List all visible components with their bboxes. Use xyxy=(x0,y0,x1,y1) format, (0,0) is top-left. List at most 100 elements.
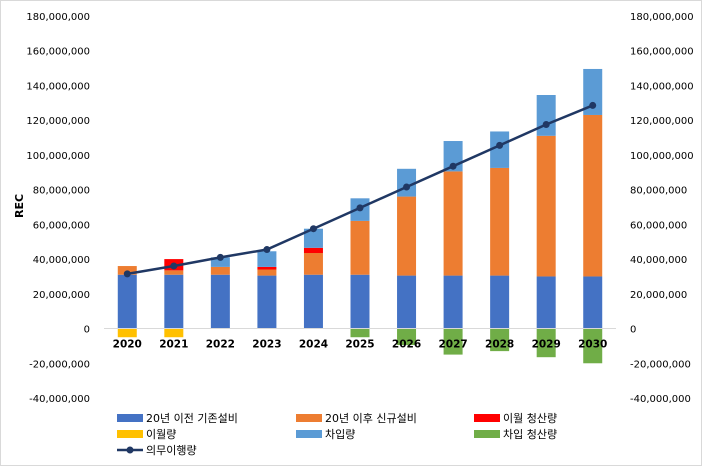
legend-swatch xyxy=(117,414,143,422)
x-tick-label: 2023 xyxy=(252,339,281,351)
y-tick-label-right: 160,000,000 xyxy=(630,47,694,58)
bar-segment xyxy=(583,276,603,329)
obligation-point xyxy=(403,183,411,191)
bar-segment xyxy=(536,276,556,329)
legend-label: 이월량 xyxy=(146,428,176,441)
bar-segment xyxy=(490,328,510,352)
bar-segment xyxy=(350,220,370,275)
bar-segment xyxy=(536,328,556,358)
obligation-point xyxy=(542,121,550,129)
y-tick-label-right: 60,000,000 xyxy=(630,220,687,231)
bar-segment xyxy=(210,266,230,275)
bar-segment xyxy=(350,328,370,338)
y-tick-label-right: -40,000,000 xyxy=(630,394,691,405)
y-tick-label-right: 140,000,000 xyxy=(630,81,694,92)
bar-segment xyxy=(583,328,603,364)
x-tick-label: 2027 xyxy=(438,339,467,351)
bar-segment xyxy=(397,275,417,329)
x-tick-label: 2029 xyxy=(532,339,561,351)
y-tick-label-left: 180,000,000 xyxy=(26,12,90,23)
bar-segment xyxy=(443,275,463,329)
y-tick-label-left: 140,000,000 xyxy=(26,81,90,92)
x-tick-label: 2022 xyxy=(206,339,235,351)
obligation-point xyxy=(309,225,317,233)
y-tick-label-left: 160,000,000 xyxy=(26,47,90,58)
y-tick-label-left: 40,000,000 xyxy=(33,255,90,266)
bar-segment xyxy=(303,247,323,254)
bar-segment xyxy=(583,68,603,115)
bar-segment xyxy=(257,275,277,329)
legend-swatch xyxy=(296,414,322,422)
obligation-point xyxy=(216,253,224,261)
bar-segment xyxy=(443,171,463,276)
y-tick-label-right: 120,000,000 xyxy=(630,116,694,127)
legend-line-marker xyxy=(126,446,134,454)
obligation-line-layer xyxy=(123,101,597,278)
obligation-point xyxy=(589,101,597,109)
y-tick-label-right: 180,000,000 xyxy=(630,12,694,23)
y-tick-label-right: 80,000,000 xyxy=(630,186,687,197)
legend-swatch xyxy=(296,430,322,438)
legend-label: 20년 이후 신규설비 xyxy=(325,412,417,425)
legend-label: 차입 청산량 xyxy=(503,428,557,441)
y-axis-title: REC xyxy=(13,194,26,218)
bar-segment xyxy=(117,274,137,329)
obligation-point xyxy=(449,162,457,170)
legend-label: 차입량 xyxy=(325,428,355,441)
x-tick-label: 2021 xyxy=(159,339,188,351)
y-tick-label-left: -40,000,000 xyxy=(29,394,90,405)
obligation-point xyxy=(170,262,178,270)
y-tick-label-left: 20,000,000 xyxy=(33,290,90,301)
y-tick-label-left: 80,000,000 xyxy=(33,186,90,197)
y-tick-label-left: 60,000,000 xyxy=(33,220,90,231)
bar-segment xyxy=(443,328,463,355)
legend-swatch xyxy=(474,430,500,438)
bar-segment xyxy=(210,274,230,329)
bar-segment xyxy=(397,328,417,346)
bar-segment xyxy=(303,274,323,329)
x-tick-label: 2025 xyxy=(345,339,374,351)
x-tick-label: 2030 xyxy=(578,339,607,351)
bar-segment xyxy=(490,131,510,168)
y-tick-label-right: 100,000,000 xyxy=(630,151,694,162)
legend-label: 20년 이전 기존설비 xyxy=(146,412,238,425)
y-tick-label-left: -20,000,000 xyxy=(29,359,90,370)
y-axis-left: 180,000,000 160,000,000 140,000,000 120,000… xyxy=(26,12,90,405)
legend-swatch xyxy=(117,430,143,438)
bar-segment xyxy=(583,114,603,277)
bar-segment xyxy=(164,274,184,329)
bar-segment xyxy=(117,328,137,338)
obligation-point xyxy=(356,204,364,212)
y-tick-label-right: -20,000,000 xyxy=(630,359,691,370)
legend-swatch xyxy=(474,414,500,422)
bar-segment xyxy=(257,266,277,270)
bar-segment xyxy=(164,328,184,338)
legend-label: 의무이행량 xyxy=(146,444,197,457)
legend-label: 이월 청산량 xyxy=(503,412,557,425)
bar-segment xyxy=(164,270,184,275)
y-tick-label-right: 20,000,000 xyxy=(630,290,687,301)
x-axis: 2020 2021 2022 2023 2024 2025 2026 2027 2028 2029… xyxy=(113,339,608,351)
bar-segment xyxy=(536,95,556,136)
y-tick-label-left: 100,000,000 xyxy=(26,151,90,162)
bar-segment xyxy=(397,196,417,276)
obligation-point xyxy=(496,141,504,149)
bar-segment xyxy=(490,167,510,276)
x-tick-label: 2026 xyxy=(392,339,421,351)
bar-segment xyxy=(303,228,323,248)
x-tick-label: 2020 xyxy=(113,339,142,351)
y-tick-label-left: 120,000,000 xyxy=(26,116,90,127)
bar-segment xyxy=(536,135,556,277)
bar-segment xyxy=(303,253,323,275)
y-tick-label-right: 0 xyxy=(630,325,636,336)
y-tick-label-left: 0 xyxy=(84,325,90,336)
bar-segment xyxy=(257,251,277,267)
bar-segment xyxy=(350,274,370,329)
bar-segment xyxy=(210,257,230,267)
y-tick-label-right: 40,000,000 xyxy=(630,255,687,266)
bar-segment xyxy=(490,275,510,329)
obligation-point xyxy=(123,270,131,278)
